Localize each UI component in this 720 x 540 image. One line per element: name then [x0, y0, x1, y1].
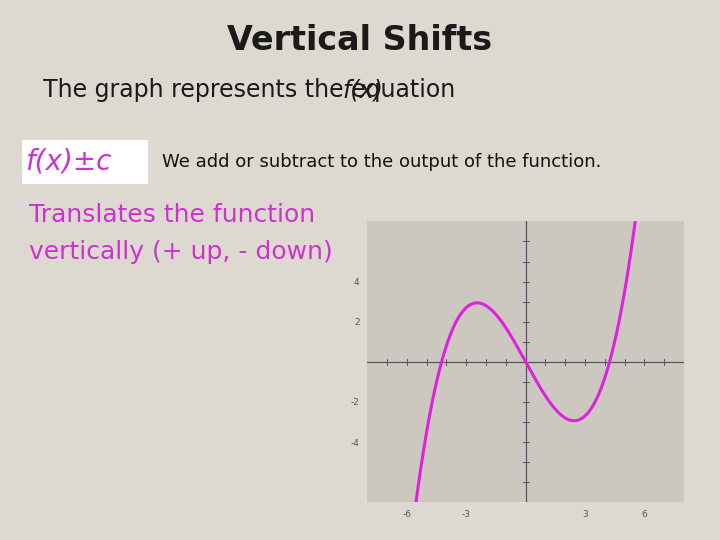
- Text: We add or subtract to the output of the function.: We add or subtract to the output of the …: [162, 153, 601, 171]
- Text: f(x)±c: f(x)±c: [25, 148, 112, 176]
- Text: Translates the function: Translates the function: [29, 202, 315, 226]
- Text: f(x): f(x): [343, 78, 384, 102]
- Text: vertically (+ up, - down): vertically (+ up, - down): [29, 240, 333, 264]
- Text: Vertical Shifts: Vertical Shifts: [228, 24, 492, 57]
- Text: The graph represents the equation: The graph represents the equation: [43, 78, 463, 102]
